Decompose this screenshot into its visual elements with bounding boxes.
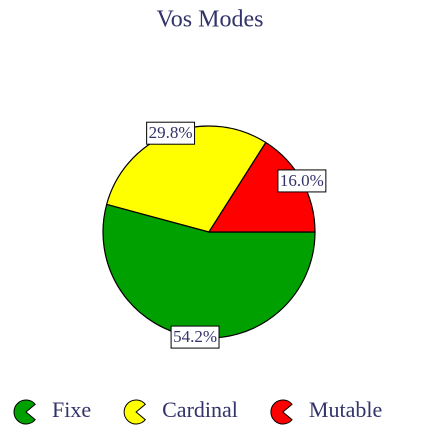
value-label-box (170, 325, 220, 349)
value-label: 16.0% (277, 169, 327, 193)
value-label-text: 29.8% (149, 123, 193, 142)
legend-label: Cardinal (162, 397, 238, 422)
value-label: 29.8% (146, 121, 196, 145)
chart-title: Vos Modes (157, 7, 264, 33)
legend-marker (13, 399, 36, 425)
legend-marker (123, 399, 147, 425)
value-label: 54.2% (170, 325, 220, 349)
value-label-text: 16.0% (280, 171, 324, 190)
value-label-text: 54.2% (173, 327, 217, 346)
value-label-box (146, 121, 196, 145)
legend-label: Fixe (52, 397, 91, 422)
value-label-box (277, 169, 327, 193)
legend-label: Mutable (309, 397, 382, 422)
legend-marker (270, 399, 293, 425)
